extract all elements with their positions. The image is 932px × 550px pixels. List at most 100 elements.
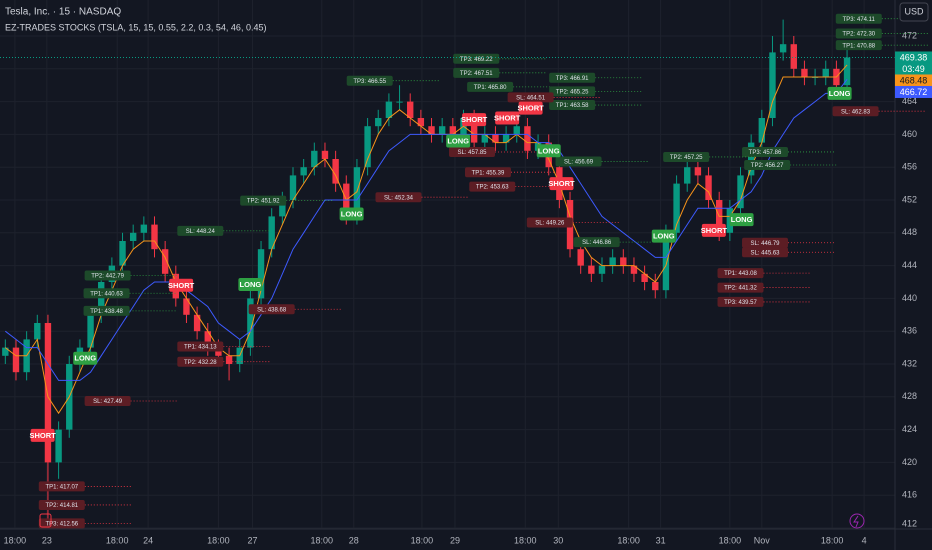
level-label: SL: 448.24 <box>186 229 216 235</box>
y-tick-label: 452 <box>902 194 917 204</box>
signal-box <box>30 428 55 442</box>
level-tag <box>467 81 514 92</box>
level-tag <box>507 92 554 103</box>
candle-body <box>364 126 371 168</box>
level-tag <box>742 247 789 258</box>
level-tag <box>83 288 130 299</box>
signal-box <box>495 111 520 125</box>
signal-box <box>729 213 754 227</box>
level-tag <box>346 75 393 86</box>
level-label: TP1: 417.07 <box>45 485 78 491</box>
level-label: TP2: 442.79 <box>91 274 124 280</box>
candle-body <box>524 126 531 151</box>
signal-box <box>462 113 487 127</box>
level-tag <box>835 40 882 51</box>
y-tick-label: 416 <box>902 490 917 500</box>
level-label: TP3: 474.11 <box>843 17 876 23</box>
signal-box <box>73 351 98 365</box>
level-label: TP3: 469.22 <box>460 57 493 63</box>
signal-box <box>169 278 194 292</box>
x-tick-label: 29 <box>450 535 460 545</box>
y-tick-label: 448 <box>902 227 917 237</box>
candle-body <box>747 142 755 176</box>
level-label: TP1: 470.88 <box>842 43 875 49</box>
candle-body <box>641 273 648 282</box>
ma-price-tag: 468.48 <box>900 75 928 85</box>
candle-body <box>502 134 510 143</box>
candle-body <box>407 101 414 118</box>
level-label: TP2: 441.32 <box>724 286 757 292</box>
level-tag <box>177 341 224 352</box>
candle-body <box>279 199 286 217</box>
level-tag <box>717 282 764 293</box>
level-label: TP3: 466.91 <box>556 76 589 82</box>
candle-body <box>44 322 52 463</box>
y-tick-label: 420 <box>902 457 917 467</box>
x-tick-label: 18:00 <box>411 535 434 545</box>
level-tag <box>449 147 496 158</box>
level-tag <box>742 237 789 248</box>
level-tag <box>453 53 500 64</box>
level-tag <box>717 268 764 279</box>
x-tick-label: 30 <box>553 535 563 545</box>
candle-body <box>87 314 94 348</box>
level-label: SL: 457.85 <box>457 150 487 156</box>
level-label: SL: 446.79 <box>750 241 780 247</box>
lightning-icon[interactable] <box>849 513 865 529</box>
candle-body <box>438 126 446 135</box>
candle-body <box>588 265 595 274</box>
level-tag <box>526 217 573 228</box>
candle-body <box>311 150 318 168</box>
signal-label: LONG <box>74 354 96 363</box>
level-label: TP1: 438.48 <box>90 309 123 315</box>
level-tag <box>835 13 882 24</box>
candle-body <box>193 314 201 332</box>
candle-body <box>140 224 148 233</box>
ma-price-tag-bg <box>895 85 932 98</box>
level-tag <box>38 481 85 492</box>
candle-body <box>428 126 435 135</box>
signal-label: SHORT <box>29 431 56 440</box>
y-tick-label: 424 <box>902 424 917 434</box>
candle-body <box>673 183 680 233</box>
y-tick-label: 440 <box>902 293 917 303</box>
level-label: TP2: 456.27 <box>751 163 784 169</box>
level-tag <box>83 305 130 316</box>
logo-icon[interactable] <box>39 513 52 528</box>
level-tag <box>240 195 287 206</box>
chart-title: Tesla, Inc. · 15 · NASDAQ <box>5 7 121 18</box>
candle-body <box>513 126 520 135</box>
signal-box <box>518 101 543 115</box>
candle-body <box>161 249 169 274</box>
level-label: SL: 456.69 <box>564 160 594 166</box>
candle-body <box>129 232 137 241</box>
level-label: TP2: 467.51 <box>460 71 493 77</box>
level-tag <box>177 356 224 367</box>
level-tag <box>84 395 131 406</box>
level-label: SL: 427.49 <box>93 399 123 405</box>
x-tick-label: 27 <box>248 535 258 545</box>
x-tick-label: 18:00 <box>207 535 230 545</box>
candle-body <box>289 175 297 200</box>
x-tick-label: 18:00 <box>514 535 537 545</box>
candle-body <box>119 240 126 266</box>
candle-body <box>577 249 584 266</box>
x-tick-label: 4 <box>862 535 867 545</box>
y-tick-label: 460 <box>902 129 917 139</box>
candle-body <box>822 68 829 77</box>
level-tag <box>549 100 596 111</box>
currency-label[interactable]: USD <box>904 6 924 16</box>
level-label: TP2: 414.81 <box>45 503 78 509</box>
level-tag <box>84 270 131 281</box>
candle-body <box>417 117 425 127</box>
candle-body <box>684 167 691 184</box>
candle-body <box>769 52 776 118</box>
level-tag <box>835 28 882 39</box>
level-tag <box>248 304 295 315</box>
candle-body <box>257 249 265 299</box>
level-label: TP2: 432.28 <box>184 360 217 366</box>
currency-button[interactable] <box>899 2 929 22</box>
candle-body <box>98 281 105 315</box>
signal-box <box>651 229 676 243</box>
